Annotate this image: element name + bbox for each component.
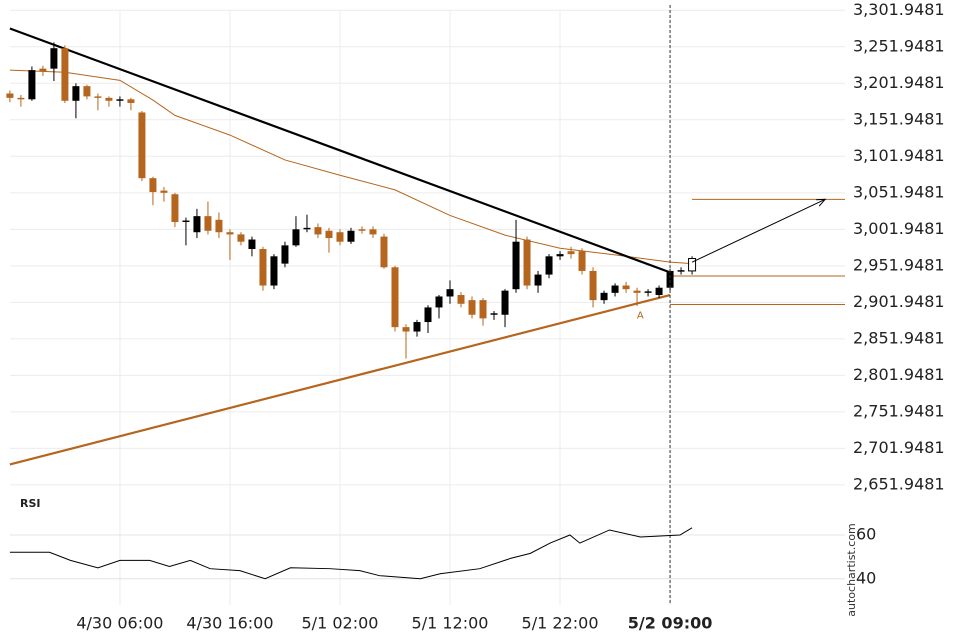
candle-body: [61, 48, 69, 101]
y-tick-label: 2,701.9481: [853, 438, 945, 457]
candle-body: [270, 256, 278, 286]
y-tick-label: 2,651.9481: [853, 474, 945, 493]
x-tick-label: 5/2 09:00: [628, 614, 713, 633]
annotation: A: [637, 311, 644, 322]
rsi-label: RSI: [20, 497, 41, 510]
candle-body: [105, 97, 113, 101]
forecast-arrow: [691, 198, 826, 263]
candle-body: [457, 295, 465, 304]
candle-body: [116, 99, 124, 101]
candle-body: [358, 229, 366, 231]
candle-body: [523, 239, 531, 286]
y-tick-label: 2,851.9481: [853, 328, 945, 347]
candle-body: [347, 230, 355, 242]
candle-body: [314, 227, 322, 235]
x-tick-label: 5/1 02:00: [302, 614, 379, 633]
candle-body: [127, 99, 135, 103]
candle-body: [380, 236, 388, 268]
candle-body: [556, 254, 564, 257]
candle-body: [600, 292, 608, 301]
rsi-tick-label: 40: [856, 568, 876, 587]
y-tick-label: 3,001.9481: [853, 219, 945, 238]
candle-body: [424, 307, 432, 323]
y-tick-label: 2,751.9481: [853, 401, 945, 420]
forecast-body: [688, 258, 697, 272]
candle-body: [545, 256, 553, 275]
y-tick-label: 3,251.9481: [853, 36, 945, 55]
candle-body: [402, 327, 410, 332]
candle-body: [391, 267, 399, 328]
candle-body: [193, 216, 201, 233]
candle-body: [578, 251, 586, 271]
candle-body: [215, 219, 223, 233]
candle-body: [567, 251, 575, 255]
candle-body: [589, 270, 597, 301]
x-tick-label: 4/30 16:00: [186, 614, 273, 633]
candle-body: [622, 285, 630, 290]
candle-body: [644, 291, 652, 293]
candle-body: [413, 322, 421, 332]
candle-body: [633, 290, 641, 293]
y-tick-label: 3,101.9481: [853, 146, 945, 165]
candle-body: [39, 68, 47, 72]
candle-body: [28, 70, 36, 100]
candle-body: [303, 227, 311, 230]
candle-body: [226, 232, 234, 235]
candle-body: [501, 290, 509, 315]
candle-body: [479, 300, 487, 319]
candle-body: [666, 270, 674, 288]
candle-body: [468, 300, 476, 315]
trend-line: [9, 293, 671, 466]
watermark: autochartist.com: [845, 523, 858, 616]
y-tick-label: 3,151.9481: [853, 109, 945, 128]
candle-body: [446, 289, 454, 297]
rsi-line: [9, 527, 693, 580]
candle-body: [490, 313, 498, 315]
candle-body: [369, 229, 377, 235]
candle-body: [72, 86, 80, 101]
candle-body: [204, 216, 212, 231]
y-tick-label: 3,201.9481: [853, 73, 945, 92]
x-tick-label: 5/1 22:00: [522, 614, 599, 633]
candle-body: [655, 287, 663, 296]
candle-body: [138, 112, 146, 179]
candle-body: [611, 285, 619, 293]
candle-body: [512, 241, 520, 290]
trend-line: [9, 27, 671, 274]
candle-body: [325, 230, 333, 239]
candle-body: [160, 190, 168, 193]
y-tick-label: 2,801.9481: [853, 365, 945, 384]
candle-body: [534, 274, 542, 286]
candle-body: [677, 270, 685, 272]
candle-body: [281, 245, 289, 264]
candle-body: [435, 296, 443, 308]
y-tick-label: 3,301.9481: [853, 0, 945, 19]
candle-body: [94, 96, 102, 98]
candle-body: [83, 86, 91, 97]
candle-body: [259, 249, 267, 286]
candle-body: [171, 194, 179, 222]
candle-body: [248, 239, 256, 250]
candle-body: [237, 234, 245, 242]
candle-body: [17, 97, 25, 100]
candle-body: [292, 229, 300, 246]
y-tick-label: 2,951.9481: [853, 255, 945, 274]
y-tick-label: 2,901.9481: [853, 292, 945, 311]
arrow-head: [816, 198, 827, 207]
candle-body: [6, 93, 14, 98]
candle-body: [50, 48, 58, 69]
y-tick-label: 3,051.9481: [853, 182, 945, 201]
x-tick-label: 4/30 06:00: [76, 614, 163, 633]
candle-body: [182, 220, 190, 222]
candle-body: [149, 178, 157, 193]
moving-average: [9, 69, 693, 265]
rsi-tick-label: 60: [856, 525, 876, 544]
x-tick-label: 5/1 12:00: [412, 614, 489, 633]
candle-body: [336, 232, 344, 242]
